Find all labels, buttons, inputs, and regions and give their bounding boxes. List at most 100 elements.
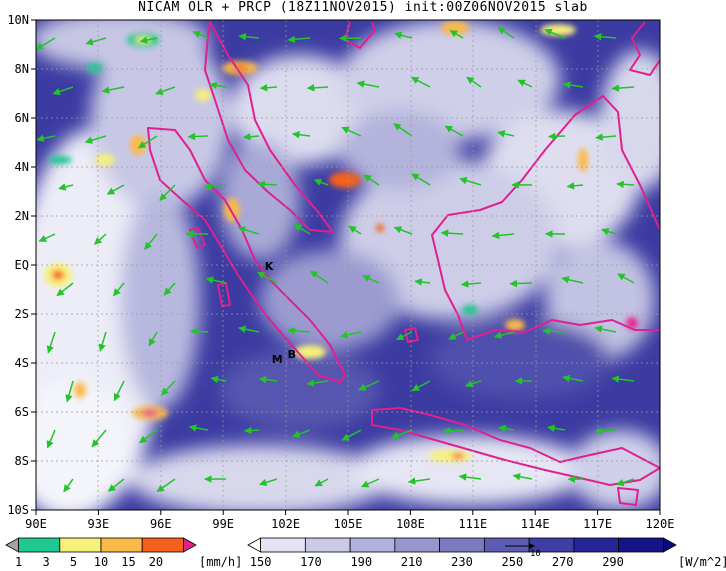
wind-vector xyxy=(442,427,464,435)
colorbar-tick-label: 230 xyxy=(451,555,473,569)
wind-vector xyxy=(407,477,431,485)
lon-tick-label: 99E xyxy=(212,517,234,531)
small-island-1 xyxy=(189,227,206,249)
wind-vector xyxy=(362,275,380,284)
colorbar-tick-label: 270 xyxy=(552,555,574,569)
wind-vector xyxy=(137,135,158,149)
wind-vector xyxy=(187,132,209,141)
wind-vector xyxy=(156,478,176,493)
wind-vector xyxy=(190,327,209,336)
wind-vector xyxy=(101,86,125,94)
wind-vector xyxy=(56,282,74,297)
wind-vector xyxy=(517,79,533,88)
wind-vector xyxy=(458,473,482,481)
wind-vector xyxy=(287,327,311,335)
wind-vector xyxy=(594,325,617,333)
colorbar-left-arrow xyxy=(247,537,261,553)
wind-vector xyxy=(363,174,380,186)
wind-vector xyxy=(210,375,227,384)
wind-vector xyxy=(396,331,413,341)
colorbar-tick-label: 170 xyxy=(300,555,322,569)
colorbar-tick-label: 150 xyxy=(250,555,272,569)
wind-vector xyxy=(361,478,380,488)
java-coast xyxy=(371,407,660,486)
wind-vector xyxy=(161,380,176,396)
wind-vector xyxy=(542,327,566,335)
wind-vector xyxy=(358,380,380,391)
wind-vector xyxy=(460,280,482,288)
lat-tick-label: 4S xyxy=(15,356,29,370)
longitude-ticks: 90E 93E 96E 99E 102E 105E 108E 111E 114E 117E 120E xyxy=(25,510,674,531)
wind-vector xyxy=(139,36,158,44)
wind-vector xyxy=(544,28,566,39)
olr-field xyxy=(36,20,660,510)
colorbar-tick-label: 1 xyxy=(15,555,22,569)
wind-vector xyxy=(58,183,74,191)
lat-tick-label: 8N xyxy=(15,62,29,76)
location-markers: K M B xyxy=(265,260,296,366)
colorbar-swatch xyxy=(394,537,441,553)
wind-vector xyxy=(493,331,515,339)
wind-vectors xyxy=(36,26,635,493)
wind-vector xyxy=(393,123,413,137)
wind-vector xyxy=(238,325,260,333)
wind-vector xyxy=(411,173,431,186)
wind-vector xyxy=(509,279,533,288)
reference-vector: 10 xyxy=(505,543,541,559)
lon-tick-label: 93E xyxy=(88,517,110,531)
colorbar-swatch xyxy=(573,537,620,553)
wind-vector xyxy=(244,426,260,435)
wind-vector xyxy=(393,226,413,235)
wind-vector xyxy=(497,130,515,138)
location-marker: K xyxy=(265,260,274,273)
wind-vector xyxy=(159,184,176,201)
wind-vector xyxy=(547,132,566,141)
wind-vector xyxy=(257,180,278,189)
wind-vector xyxy=(466,76,482,88)
wind-vector xyxy=(65,380,74,403)
wind-vector xyxy=(94,233,107,245)
lon-tick-label: 90E xyxy=(25,517,47,531)
sulawesi-coast xyxy=(629,21,660,76)
wind-vector xyxy=(512,473,533,481)
colorbar-swatch xyxy=(100,537,143,553)
latitude-ticks: 10N 8N 6N 4N 2N EQ 2S 4S 6S 8S 10S xyxy=(7,13,36,517)
lat-tick-label: EQ xyxy=(15,258,29,272)
lat-tick-label: 10S xyxy=(7,503,29,517)
wind-vector xyxy=(259,83,278,92)
wind-vector xyxy=(292,429,311,438)
colorbar-swatch xyxy=(59,537,102,553)
colorbar-tick-label: 290 xyxy=(602,555,624,569)
colorbar-swatch xyxy=(141,537,184,553)
wind-vector xyxy=(63,478,74,493)
colorbar-swatch xyxy=(618,537,664,553)
wind-vector xyxy=(36,37,56,51)
colorbar-tick-label: 250 xyxy=(502,555,524,569)
colorbar-swatch xyxy=(483,537,530,553)
malay-peninsula-coast xyxy=(204,21,334,233)
lat-tick-label: 2S xyxy=(15,307,29,321)
colorbar-tick-label: 190 xyxy=(350,555,372,569)
wind-vector xyxy=(601,228,617,236)
wind-vector xyxy=(46,429,56,449)
wind-vector xyxy=(390,429,413,439)
lat-tick-label: 10N xyxy=(7,13,29,27)
wind-vector xyxy=(594,427,617,435)
olr-colorbar: 150 170 190 210 230 250 270 290 xyxy=(247,537,677,569)
wind-vector xyxy=(616,478,635,487)
wind-vector xyxy=(562,81,584,89)
grid-lines xyxy=(36,20,660,510)
wind-vector xyxy=(440,229,464,237)
precip-unit-label: [mm/h] xyxy=(199,555,242,569)
sumatra-coast xyxy=(147,127,346,383)
colorbar-tick-label: 5 xyxy=(70,555,77,569)
wind-vector xyxy=(561,276,584,284)
wind-vector xyxy=(348,225,362,235)
colorbar-tick-label: 3 xyxy=(42,555,49,569)
wind-vector xyxy=(163,282,176,296)
wind-vector xyxy=(107,478,125,492)
olr-unit-label: [W/m^2] xyxy=(678,555,726,569)
wind-vector xyxy=(112,282,125,297)
wind-vector xyxy=(259,478,278,487)
wind-vector xyxy=(257,271,278,284)
